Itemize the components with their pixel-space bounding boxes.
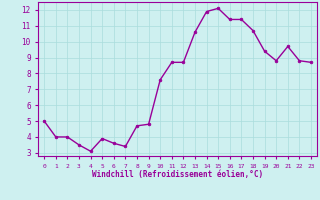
- X-axis label: Windchill (Refroidissement éolien,°C): Windchill (Refroidissement éolien,°C): [92, 170, 263, 179]
